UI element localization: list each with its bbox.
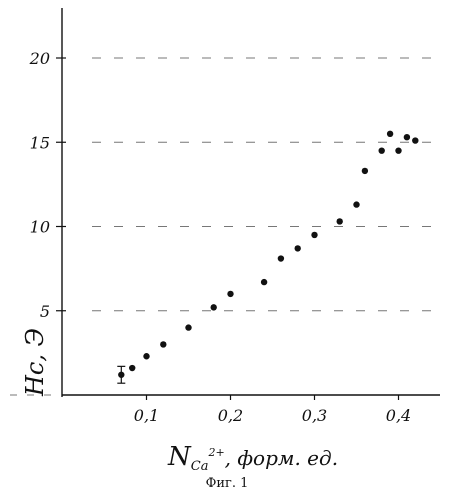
- y-tick-label: 20: [29, 49, 50, 68]
- data-point: [395, 147, 401, 153]
- data-point: [379, 147, 385, 153]
- data-point: [337, 218, 343, 224]
- x-axis-title-unit: , форм. ед.: [225, 446, 338, 470]
- x-tick-label: 0,1: [134, 406, 159, 425]
- data-point: [387, 131, 393, 137]
- data-point: [129, 365, 135, 371]
- grid-lines: [10, 58, 440, 395]
- y-tick-label: 5: [40, 302, 50, 321]
- x-axis-title-sup: 2+: [207, 446, 224, 459]
- data-point: [278, 255, 284, 261]
- x-tick-label: 0,4: [386, 406, 411, 425]
- data-point: [261, 279, 267, 285]
- x-tick-label: 0,2: [218, 406, 243, 425]
- y-tick-label: 10: [30, 218, 50, 237]
- data-point: [404, 134, 410, 140]
- x-tick-label: 0,3: [302, 406, 327, 425]
- y-axis-title: Hc, Э: [21, 328, 49, 397]
- data-point: [143, 353, 149, 359]
- data-point: [311, 232, 317, 238]
- data-point: [185, 324, 191, 330]
- data-point: [362, 168, 368, 174]
- tick-marks: [56, 58, 399, 400]
- data-point: [295, 245, 301, 251]
- data-point: [227, 291, 233, 297]
- tick-labels: 5 10 15 20 0,1 0,2 0,3 0,4: [29, 49, 412, 425]
- data-point: [118, 372, 124, 378]
- x-axis-title-main: N: [167, 442, 192, 472]
- data-point: [211, 304, 217, 310]
- data-point: [412, 137, 418, 143]
- x-axis-title-sub: Ca: [191, 459, 209, 474]
- data-points: [118, 131, 418, 378]
- figure-caption: Фиг. 1: [0, 476, 454, 491]
- data-point: [160, 341, 166, 347]
- x-axis-title: NCa2+, форм. ед.: [167, 442, 338, 474]
- y-axis-title-text: Hc, Э: [21, 328, 49, 397]
- y-tick-label: 15: [30, 133, 50, 152]
- data-point: [353, 201, 359, 207]
